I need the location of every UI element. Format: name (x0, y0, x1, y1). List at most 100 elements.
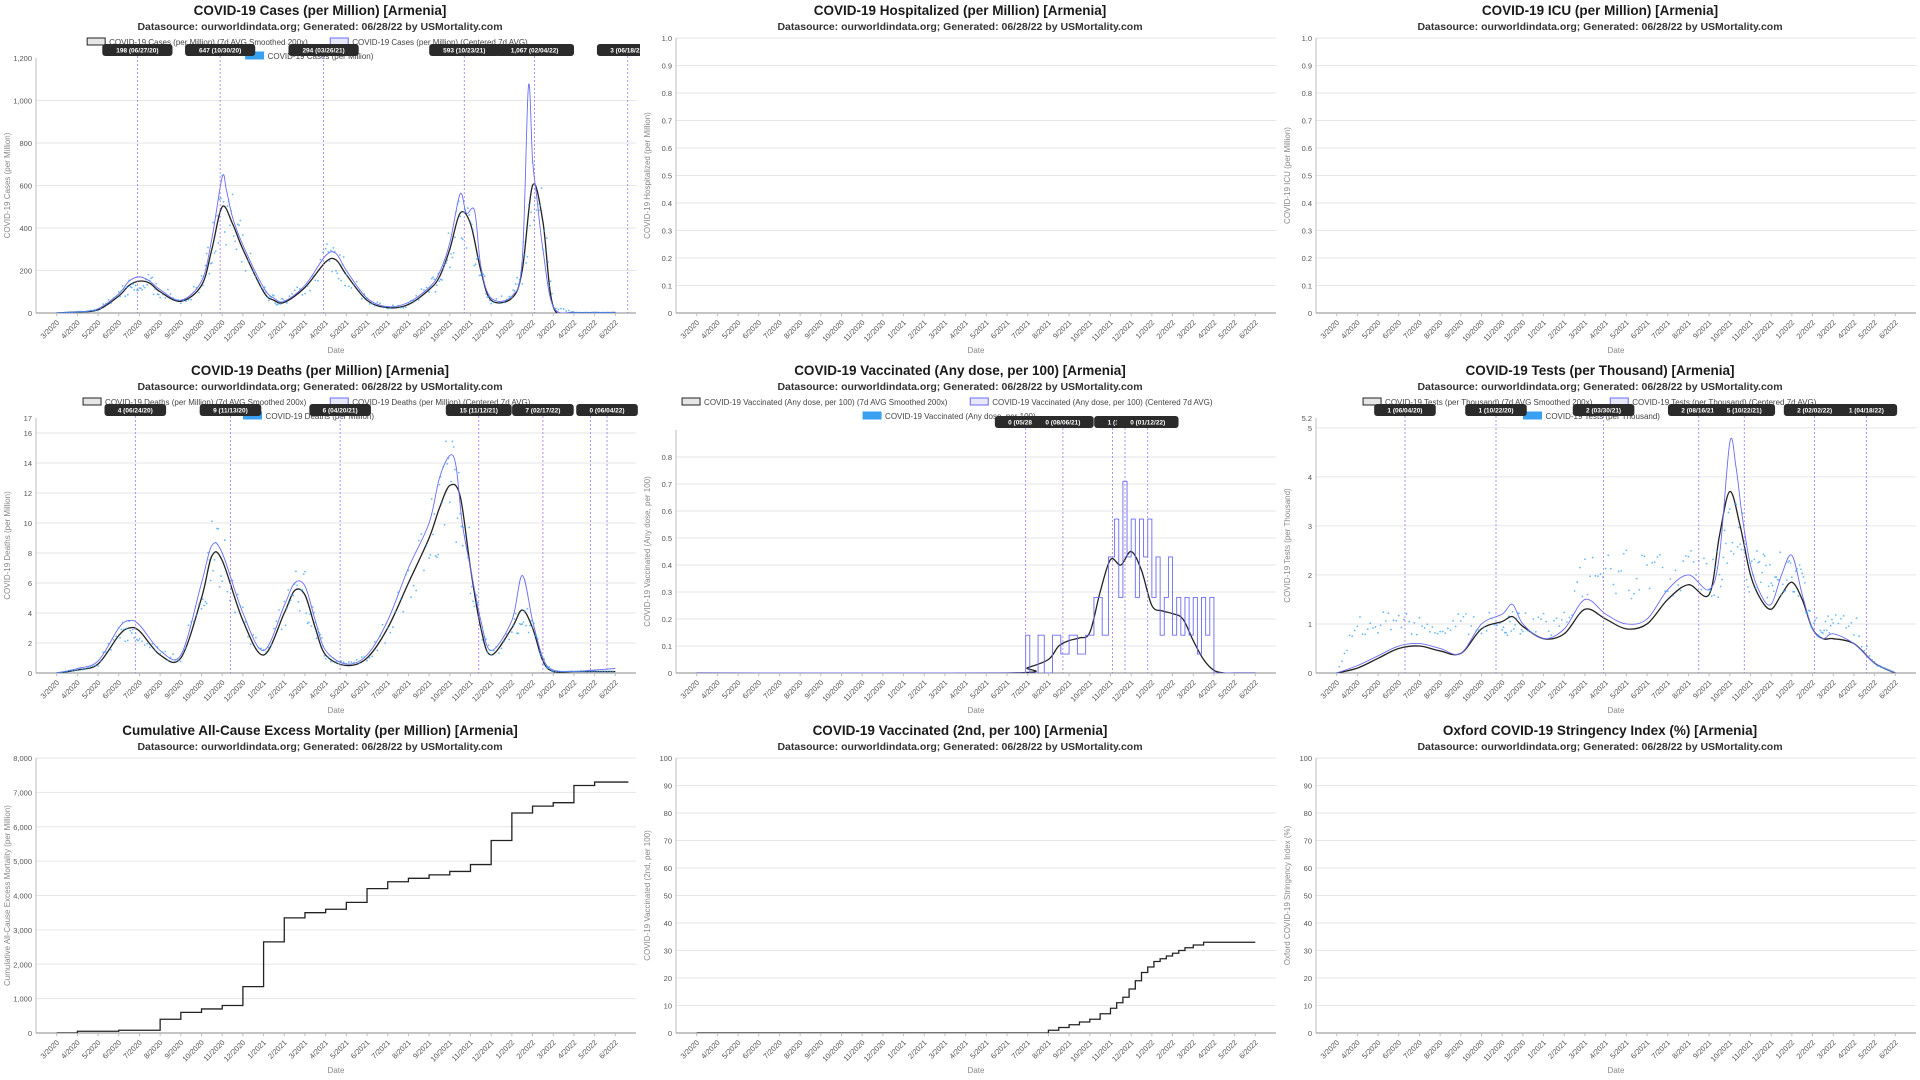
daily-point (465, 247, 468, 249)
daily-point (570, 311, 573, 313)
daily-point (1761, 571, 1764, 574)
daily-point (1361, 633, 1364, 635)
daily-point (300, 589, 302, 591)
x-tick-label: 4/2020 (1339, 1038, 1362, 1061)
daily-point (260, 647, 262, 650)
daily-point (371, 655, 374, 658)
daily-point (1749, 562, 1752, 565)
daily-point (1781, 583, 1784, 586)
annotation-label: 2 (08/16/21) (1681, 408, 1716, 415)
y-tick-label: 100 (1299, 754, 1312, 763)
x-tick-label: 4/2022 (556, 678, 579, 701)
daily-point (379, 635, 381, 638)
daily-point (394, 610, 397, 613)
daily-point (1651, 561, 1654, 564)
x-tick-label: 8/2021 (1670, 1038, 1693, 1061)
deaths-svg: COVID-19 Deaths (per Million) [Armenia] D… (3, 363, 638, 715)
y-tick-label: 0.1 (662, 282, 672, 291)
legend-swatch (329, 397, 349, 406)
chart-subtitle: Datasource: ourworldindata.org; Generate… (137, 381, 502, 393)
daily-point (249, 643, 252, 646)
daily-point (1820, 631, 1823, 634)
x-tick-label: 3/2022 (1815, 318, 1838, 341)
daily-point (311, 606, 314, 608)
daily-point (1364, 633, 1367, 636)
x-tick-label: 1/2021 (885, 318, 908, 341)
daily-point (593, 670, 596, 673)
daily-point (234, 611, 237, 614)
y-tick-label: 2,000 (13, 960, 32, 969)
daily-point (213, 252, 216, 254)
daily-point (1646, 564, 1648, 566)
x-tick-label: 3/2022 (535, 678, 558, 701)
x-tick-label: 8/2020 (142, 678, 165, 701)
x-tick-label: 1/2021 (885, 678, 908, 701)
cases-svg: COVID-19 Cases (per Million) [Armenia] Da… (3, 3, 640, 355)
annotation-pill (1572, 404, 1635, 416)
daily-point (1815, 617, 1818, 619)
daily-point (498, 652, 500, 654)
daily-point (174, 658, 177, 661)
daily-point (1379, 624, 1382, 627)
y-tick-label: 16 (24, 429, 32, 438)
daily-point (536, 203, 539, 206)
daily-point (1553, 619, 1555, 622)
y-tick-label: 6,000 (13, 823, 32, 832)
smoothed-line (696, 941, 1256, 1033)
daily-point (315, 637, 318, 640)
daily-point (257, 646, 260, 649)
daily-point (1366, 628, 1369, 631)
annotation-label: 4 (06/24/20) (118, 408, 153, 415)
daily-point (601, 670, 604, 673)
daily-point (280, 628, 283, 631)
daily-point (529, 224, 531, 227)
daily-point (1666, 590, 1669, 593)
daily-point (187, 624, 190, 627)
annotation-label: 593 (10/23/21) (443, 48, 485, 55)
daily-point (522, 621, 525, 623)
daily-point (302, 573, 305, 576)
daily-point (1351, 635, 1354, 638)
x-tick-label: 3/2020 (679, 678, 702, 701)
y-tick-label: 10 (664, 1002, 672, 1011)
y-tick-label: 0.7 (1302, 117, 1312, 126)
daily-point (1454, 625, 1457, 628)
daily-point (1578, 566, 1581, 569)
annotation-label: 1 (10/22/20) (1478, 408, 1513, 415)
y-axis-label: COVID-19 Hospitalized (per Million) (643, 112, 652, 239)
x-tick-label: 3/2021 (287, 318, 310, 341)
daily-point (461, 544, 464, 547)
x-tick-label: 6/2020 (101, 1038, 124, 1061)
x-tick-label: 5/2021 (328, 318, 351, 341)
daily-point (285, 302, 288, 304)
daily-point (438, 280, 441, 282)
daily-point (314, 279, 317, 282)
daily-point (104, 650, 107, 653)
daily-point (529, 624, 531, 627)
y-tick-label: 0 (1308, 669, 1312, 678)
daily-point (510, 296, 513, 299)
daily-point (129, 285, 132, 288)
daily-point (220, 575, 222, 577)
daily-point (560, 670, 562, 673)
daily-point (437, 553, 440, 556)
daily-point (1558, 625, 1561, 628)
daily-point (547, 667, 549, 670)
daily-point (1446, 627, 1449, 630)
daily-point (210, 262, 213, 264)
legend-label: COVID-19 Vaccinated (Any dose, per 100) … (992, 398, 1213, 407)
daily-point (340, 279, 343, 282)
x-tick-label: 4/2020 (699, 1038, 722, 1061)
daily-point (539, 204, 542, 207)
daily-point (606, 311, 609, 313)
daily-point (291, 292, 293, 295)
daily-point (1723, 529, 1726, 532)
x-tick-label: 6/2021 (1629, 1038, 1652, 1061)
daily-point (229, 224, 231, 227)
daily-point (195, 286, 198, 289)
daily-point (1735, 503, 1738, 506)
daily-point (1818, 635, 1820, 637)
daily-point (185, 300, 187, 303)
daily-point (609, 311, 612, 313)
y-tick-label: 60 (664, 864, 672, 873)
